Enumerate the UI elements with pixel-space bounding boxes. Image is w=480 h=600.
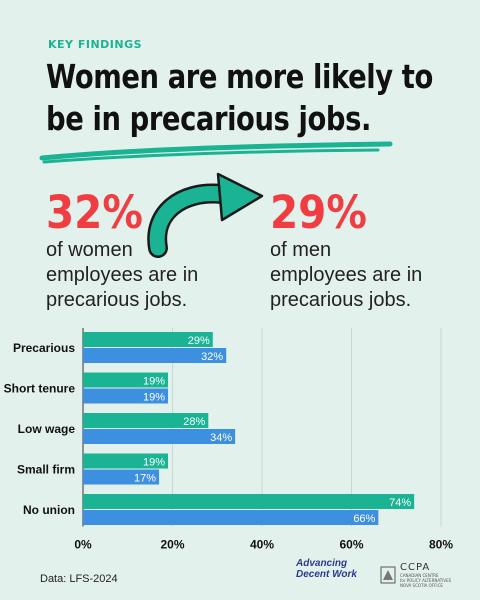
x-tick-label: 60% [339, 538, 363, 552]
bar-value-label: 66% [353, 513, 375, 525]
bar-value-label: 28% [183, 416, 205, 428]
headline-line-2: be in precarious jobs. [46, 99, 371, 138]
bar-value-label: 74% [389, 497, 411, 509]
stat-women-value: 32% [46, 186, 143, 239]
category-label: Small firm [17, 463, 75, 477]
curved-arrow-icon [147, 172, 264, 258]
bar [83, 429, 236, 444]
kicker: KEY FINDINGS [48, 38, 143, 51]
bar-value-label: 32% [201, 351, 223, 363]
ccpa-logo: CCPA CANADIAN CENTRE for POLICY ALTERNAT… [380, 562, 451, 588]
category-label: Short tenure [4, 382, 76, 396]
stat-women: 32% of women employees are in precarious… [46, 188, 246, 313]
bar [83, 372, 169, 388]
headline-line-1: Women are more likely to [46, 57, 433, 96]
bar [83, 453, 169, 469]
bar-value-label: 19% [143, 376, 165, 388]
bar [83, 388, 169, 404]
bar [83, 332, 213, 347]
bar [83, 413, 209, 428]
bar [83, 469, 160, 485]
bar-value-label: 29% [188, 335, 210, 347]
category-label: No union [23, 503, 75, 517]
headline-underline [39, 141, 393, 164]
stat-women-description: of women employees are in precarious job… [46, 239, 199, 311]
stat-men: 29% of men employees are in precarious j… [270, 188, 470, 313]
bar-value-label: 19% [143, 457, 165, 469]
bar [83, 348, 227, 363]
bar-value-label: 34% [210, 432, 232, 444]
category-label: Precarious [13, 341, 75, 355]
x-tick-label: 0% [74, 538, 92, 552]
category-label: Low wage [18, 422, 76, 436]
advancing-decent-work-logo: Advancing Decent Work [296, 558, 357, 580]
x-tick-label: 40% [250, 538, 274, 552]
bar-chart: Precarious 29% 32% Short tenure 19% 19% Low wa… [4, 328, 453, 552]
stat-men-value: 29% [270, 186, 367, 239]
x-tick-label: 80% [429, 538, 453, 552]
x-tick-label: 20% [160, 538, 184, 552]
bar [83, 494, 415, 509]
bar-value-label: 19% [143, 392, 165, 404]
ccpa-mark-icon [380, 566, 396, 584]
data-source: Data: LFS-2024 [40, 573, 118, 585]
stat-men-description: of men employees are in precarious jobs. [270, 239, 423, 311]
bar [83, 510, 379, 525]
bar-value-label: 17% [134, 473, 156, 485]
headline: Women are more likely to be in precariou… [46, 56, 433, 140]
